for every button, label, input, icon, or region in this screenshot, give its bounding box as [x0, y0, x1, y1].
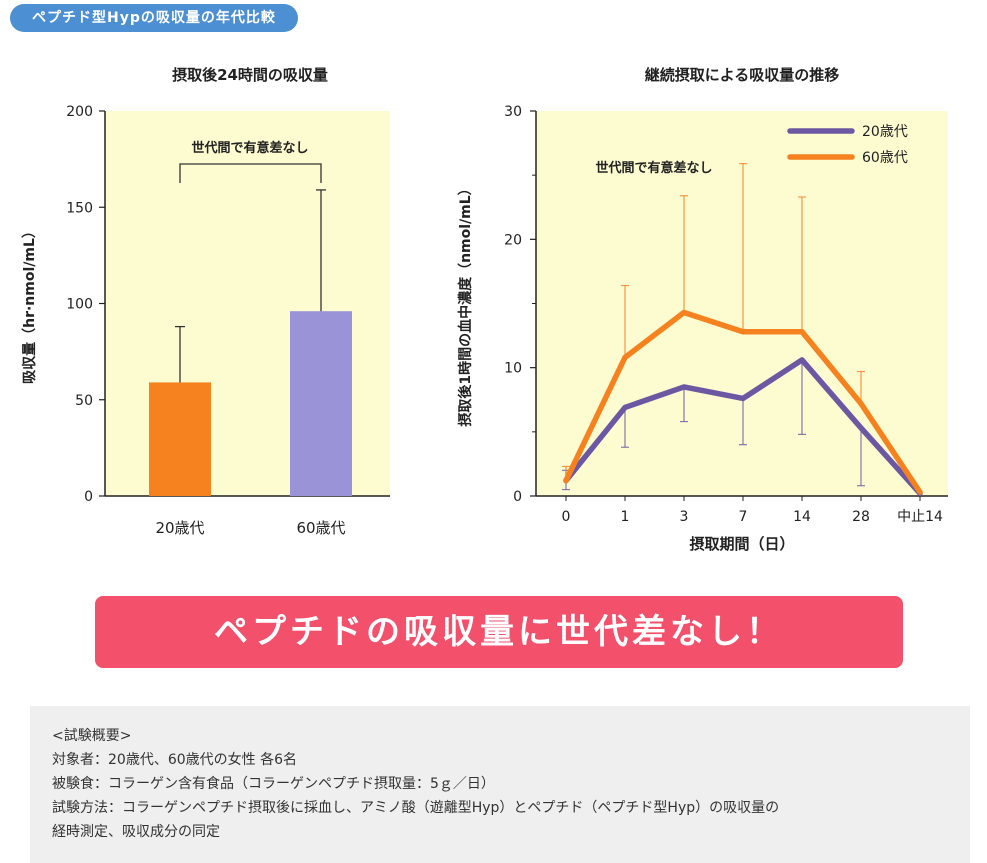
series-line	[563, 357, 923, 497]
conclusion-banner: ペプチドの吸収量に世代差なし！	[95, 596, 903, 668]
bar-x-tick-label: 20歳代	[155, 519, 204, 537]
line-x-tick-label: 1	[621, 509, 630, 525]
overview-line: 経時測定、吸収成分の同定	[52, 824, 220, 840]
line-y-tick-label: 30	[504, 104, 522, 120]
page-badge: ペプチド型Hypの吸収量の年代比較	[10, 4, 298, 32]
bar-y-tick-label: 0	[84, 489, 93, 505]
legend-label: 20歳代	[862, 124, 908, 140]
bar-y-tick-label: 200	[66, 104, 93, 120]
bar-annotation: 世代間で有意差なし	[191, 140, 308, 156]
line-x-tick-label: 3	[680, 509, 689, 525]
bar-y-tick-label: 50	[75, 393, 93, 409]
overview-heading: <試験概要>	[52, 728, 132, 744]
line-x-tick-label: 7	[739, 509, 748, 525]
bar	[290, 311, 352, 496]
study-overview: <試験概要> 対象者：20歳代、60歳代の女性 各6名 被験食：コラーゲン含有食…	[30, 706, 970, 863]
bar-y-tick-label: 150	[66, 200, 93, 216]
line-x-axis-label: 摂取期間（日）	[689, 535, 794, 553]
bar-y-axis-label: 吸収量（hr·nmol/mL）	[21, 224, 38, 384]
line-y-tick-label: 10	[504, 361, 522, 377]
bar-x-tick-label: 60歳代	[296, 519, 345, 537]
line-y-tick-label: 20	[504, 232, 522, 248]
bar-y-tick-label: 100	[66, 297, 93, 313]
overview-line: 試験方法：コラーゲンペプチド摂取後に採血し、アミノ酸（遊離型Hyp）とペプチド（…	[52, 800, 780, 816]
line-y-axis-label: 摂取後1時間の血中濃度（nmol/mL）	[457, 181, 474, 426]
line-chart-title: 継続摂取による吸収量の推移	[644, 66, 840, 84]
series-line	[563, 309, 923, 495]
line-x-tick-label: 28	[852, 509, 870, 525]
legend-label: 60歳代	[862, 150, 908, 166]
bar	[149, 382, 211, 496]
line-x-tick-label: 0	[562, 509, 571, 525]
line-x-tick-label: 14	[793, 509, 811, 525]
bar-significance-bracket	[179, 163, 322, 183]
overview-line: 対象者：20歳代、60歳代の女性 各6名	[52, 752, 297, 768]
line-annotation: 世代間で有意差なし	[595, 160, 712, 176]
line-y-tick-label: 0	[513, 489, 522, 505]
overview-line: 被験食：コラーゲン含有食品（コラーゲンペプチド摂取量：5ｇ／日）	[52, 776, 495, 792]
line-x-tick-label: 中止14	[897, 509, 943, 525]
bar-chart-title: 摂取後24時間の吸収量	[172, 66, 328, 84]
